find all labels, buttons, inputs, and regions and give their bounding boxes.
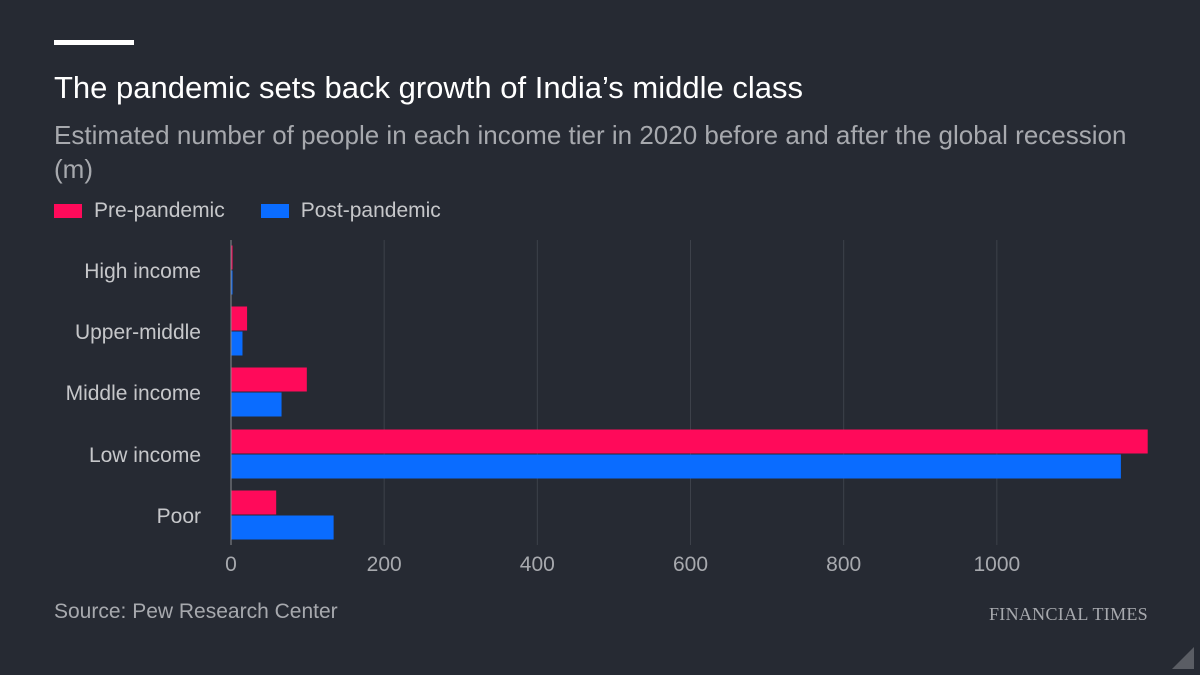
expand-corner-icon[interactable] <box>1172 647 1194 669</box>
bar-post-pandemic-poor <box>231 515 334 540</box>
bar-pre-pandemic-middle-income <box>231 367 307 392</box>
category-label-high-income: High income <box>84 260 201 283</box>
legend-label-post-pandemic: Post-pandemic <box>300 199 441 222</box>
legend-label-pre-pandemic: Pre-pandemic <box>94 199 225 222</box>
x-tick-label-600: 600 <box>673 553 708 576</box>
legend-item-pre-pandemic: Pre-pandemic <box>54 199 225 223</box>
x-tick-label-1000: 1000 <box>973 553 1020 576</box>
bar-post-pandemic-middle-income <box>231 392 282 417</box>
category-label-middle-income: Middle income <box>66 382 201 405</box>
bar-pre-pandemic-upper-middle <box>231 306 248 331</box>
bar-post-pandemic-high-income <box>231 270 233 295</box>
x-tick-label-0: 0 <box>225 553 237 576</box>
chart-subtitle: Estimated number of people in each incom… <box>54 120 1127 184</box>
legend-item-post-pandemic: Post-pandemic <box>260 199 441 223</box>
bar-pre-pandemic-low-income <box>231 429 1148 454</box>
x-tick-label-200: 200 <box>367 553 402 576</box>
x-tick-label-400: 400 <box>520 553 555 576</box>
category-label-upper-middle: Upper-middle <box>75 321 201 344</box>
category-label-poor: Poor <box>157 505 201 528</box>
bar-post-pandemic-upper-middle <box>231 331 243 356</box>
bar-pre-pandemic-poor <box>231 490 277 515</box>
bar-pre-pandemic-high-income <box>231 245 233 270</box>
legend: Pre-pandemic Post-pandemic <box>54 196 477 226</box>
legend-swatch-pre-pandemic <box>54 204 82 218</box>
chart-title: The pandemic sets back growth of India’s… <box>54 70 803 105</box>
category-label-low-income: Low income <box>89 444 201 467</box>
source-note: Source: Pew Research Center <box>54 600 338 623</box>
accent-bar <box>54 40 134 45</box>
brand-logo: FINANCIAL TIMES <box>988 604 1148 624</box>
x-tick-label-800: 800 <box>826 553 861 576</box>
legend-swatch-post-pandemic <box>260 204 289 218</box>
bar-post-pandemic-low-income <box>231 454 1121 479</box>
